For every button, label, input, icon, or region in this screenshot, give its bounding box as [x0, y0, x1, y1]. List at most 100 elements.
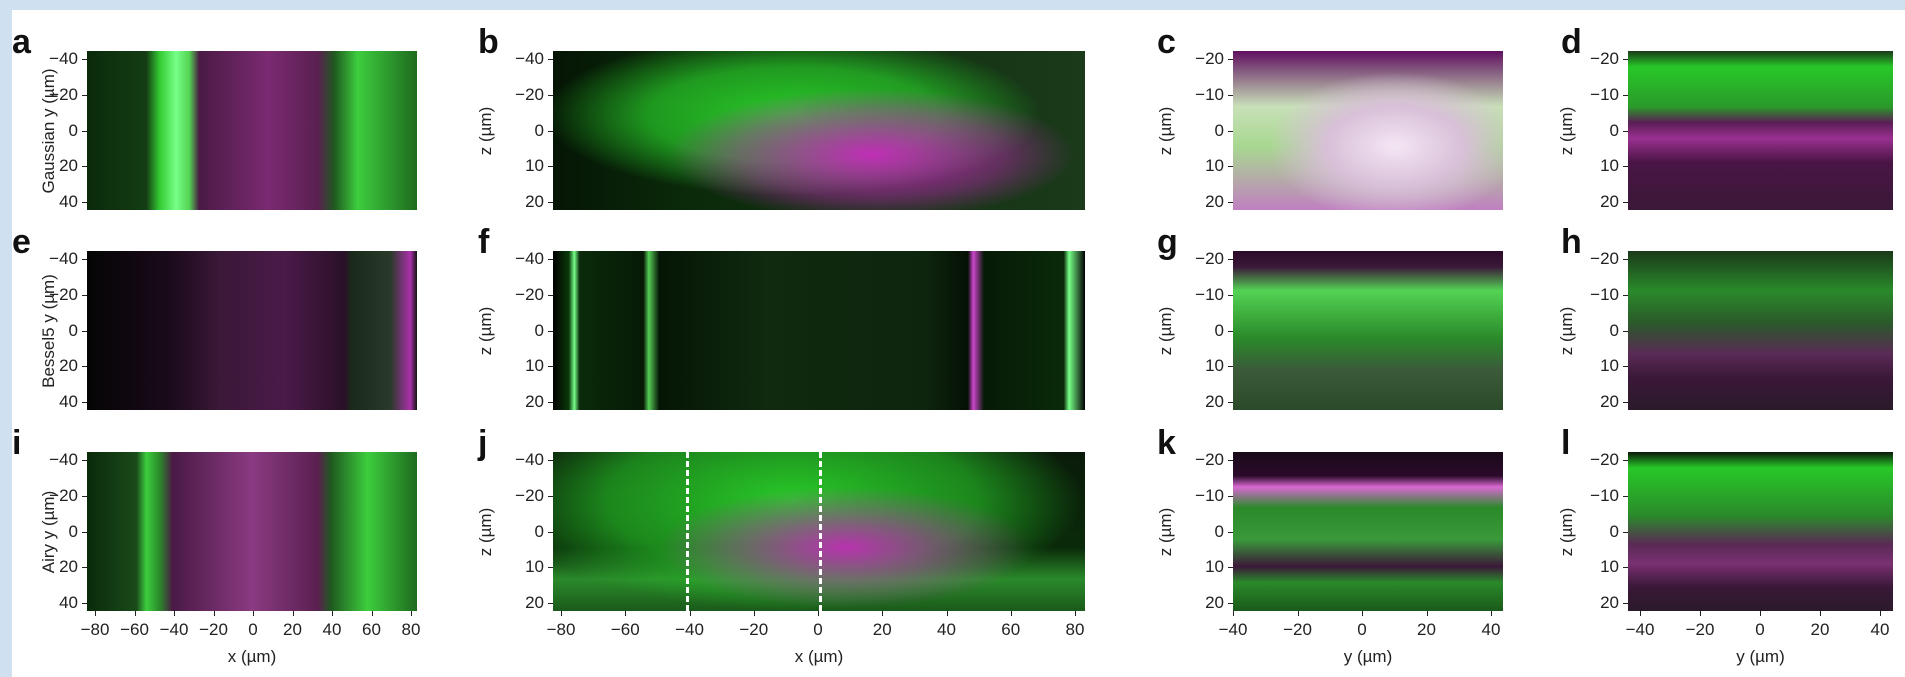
micrograph	[1233, 251, 1503, 410]
y-tick-mark	[82, 202, 87, 203]
x-tick-label: 20	[1810, 620, 1830, 639]
x-tick-mark	[1760, 611, 1761, 616]
y-tick-label: −20	[1195, 249, 1224, 268]
x-tick-label: 40	[322, 620, 342, 639]
y-tick-label: −20	[1590, 450, 1619, 469]
y-tick-label: 10	[1205, 356, 1224, 376]
x-tick-mark	[411, 611, 412, 616]
y-tick-mark	[548, 202, 553, 203]
x-tick-mark	[625, 611, 627, 616]
x-tick-label: 40	[937, 620, 956, 639]
axis-title: z (µm)	[1156, 106, 1175, 155]
axis-title: y (µm)	[39, 273, 58, 323]
row-label: Airy	[39, 538, 58, 573]
y-tick-mark	[1228, 294, 1233, 296]
x-tick-mark	[1880, 611, 1881, 616]
y-tick-mark	[82, 166, 87, 168]
y-tick-label: −10	[1590, 84, 1619, 104]
axis-title: y (µm)	[39, 490, 58, 539]
x-tick-mark	[1010, 611, 1012, 616]
y-tick-mark	[548, 531, 553, 533]
micrograph	[1233, 51, 1503, 210]
x-tick-mark	[946, 611, 948, 616]
x-tick-label: −60	[610, 620, 640, 639]
y-tick-mark	[548, 402, 553, 403]
axis-title: z (µm)	[1156, 306, 1175, 355]
y-tick-mark	[1228, 59, 1233, 60]
y-tick-mark	[1228, 94, 1233, 96]
y-tick-mark	[82, 94, 87, 96]
y-tick-label: −20	[515, 284, 544, 304]
y-axis-label: z (µm)	[1156, 106, 1176, 155]
x-tick-mark	[1362, 611, 1363, 616]
x-tick-label: −20	[739, 620, 769, 639]
micrograph	[87, 51, 417, 210]
y-tick-mark	[1228, 330, 1233, 332]
y-tick-mark	[1228, 567, 1233, 569]
y-tick-label: −10	[1590, 485, 1619, 505]
axis-title: z (µm)	[1557, 106, 1576, 155]
y-tick-mark	[1623, 460, 1628, 461]
y-tick-label: 20	[1600, 392, 1619, 411]
y-tick-label: 0	[68, 521, 78, 541]
x-axis-label: x (µm)	[794, 647, 844, 666]
y-tick-label: −20	[515, 485, 544, 505]
guide-line	[686, 452, 689, 611]
micrograph	[87, 452, 417, 611]
y-tick-mark	[1228, 166, 1233, 168]
y-tick-mark	[1623, 202, 1628, 203]
x-tick-mark	[818, 611, 819, 616]
y-tick-label: −20	[1195, 450, 1224, 469]
x-tick-label: 80	[401, 620, 421, 639]
x-tick-label: −40	[675, 620, 704, 639]
x-tick-mark	[292, 611, 294, 616]
y-tick-mark	[548, 567, 553, 569]
x-tick-label: −20	[199, 620, 228, 639]
y-tick-mark	[548, 130, 553, 132]
y-tick-label: −40	[49, 49, 78, 68]
y-tick-label: 20	[1205, 392, 1224, 411]
axis-title: z (µm)	[476, 306, 495, 355]
y-tick-label: 0	[534, 120, 544, 140]
y-axis-label: z (µm)	[1557, 306, 1577, 355]
figure: a −40 −20 0 20 40 Gaussian y (µm) b −40 −20 0 10 20 z…	[12, 10, 1905, 677]
x-tick-mark	[95, 611, 96, 616]
y-axis-label: z (µm)	[1156, 507, 1176, 556]
y-tick-label: −40	[515, 49, 544, 68]
y-tick-mark	[548, 460, 553, 461]
y-tick-label: 10	[1600, 156, 1619, 176]
y-axis-label: Bessel5 y (µm)	[39, 274, 59, 388]
panel-letter: g	[1157, 223, 1178, 261]
y-tick-mark	[82, 330, 87, 332]
y-tick-label: 20	[1205, 192, 1224, 211]
y-tick-mark	[1623, 495, 1628, 497]
y-tick-mark	[82, 531, 87, 533]
y-tick-label: 20	[59, 557, 78, 577]
y-tick-mark	[548, 495, 553, 497]
x-tick-label: −40	[159, 620, 189, 639]
micrograph	[553, 51, 1085, 210]
y-tick-label: 20	[525, 392, 544, 411]
x-tick-mark	[213, 611, 215, 616]
y-tick-mark	[1228, 366, 1233, 368]
y-tick-label: −10	[1195, 84, 1224, 104]
y-tick-mark	[82, 59, 87, 60]
x-tick-label: 0	[1357, 620, 1367, 639]
x-tick-mark	[174, 611, 175, 616]
axis-title: z (µm)	[476, 507, 495, 556]
y-axis-label: Gaussian y (µm)	[39, 68, 59, 193]
y-tick-mark	[1623, 603, 1628, 604]
y-tick-label: 10	[1600, 356, 1619, 376]
x-tick-label: 20	[283, 620, 302, 639]
y-tick-mark	[1623, 366, 1628, 368]
y-tick-label: 10	[1205, 557, 1224, 577]
y-tick-mark	[548, 603, 553, 604]
y-tick-mark	[1228, 130, 1233, 132]
y-tick-label: −40	[515, 450, 544, 469]
x-tick-label: −80	[80, 620, 110, 639]
y-tick-label: −40	[49, 450, 78, 469]
y-tick-mark	[1623, 94, 1628, 96]
y-tick-mark	[82, 460, 87, 461]
panel-letter: f	[478, 223, 490, 261]
x-tick-mark	[561, 611, 562, 616]
